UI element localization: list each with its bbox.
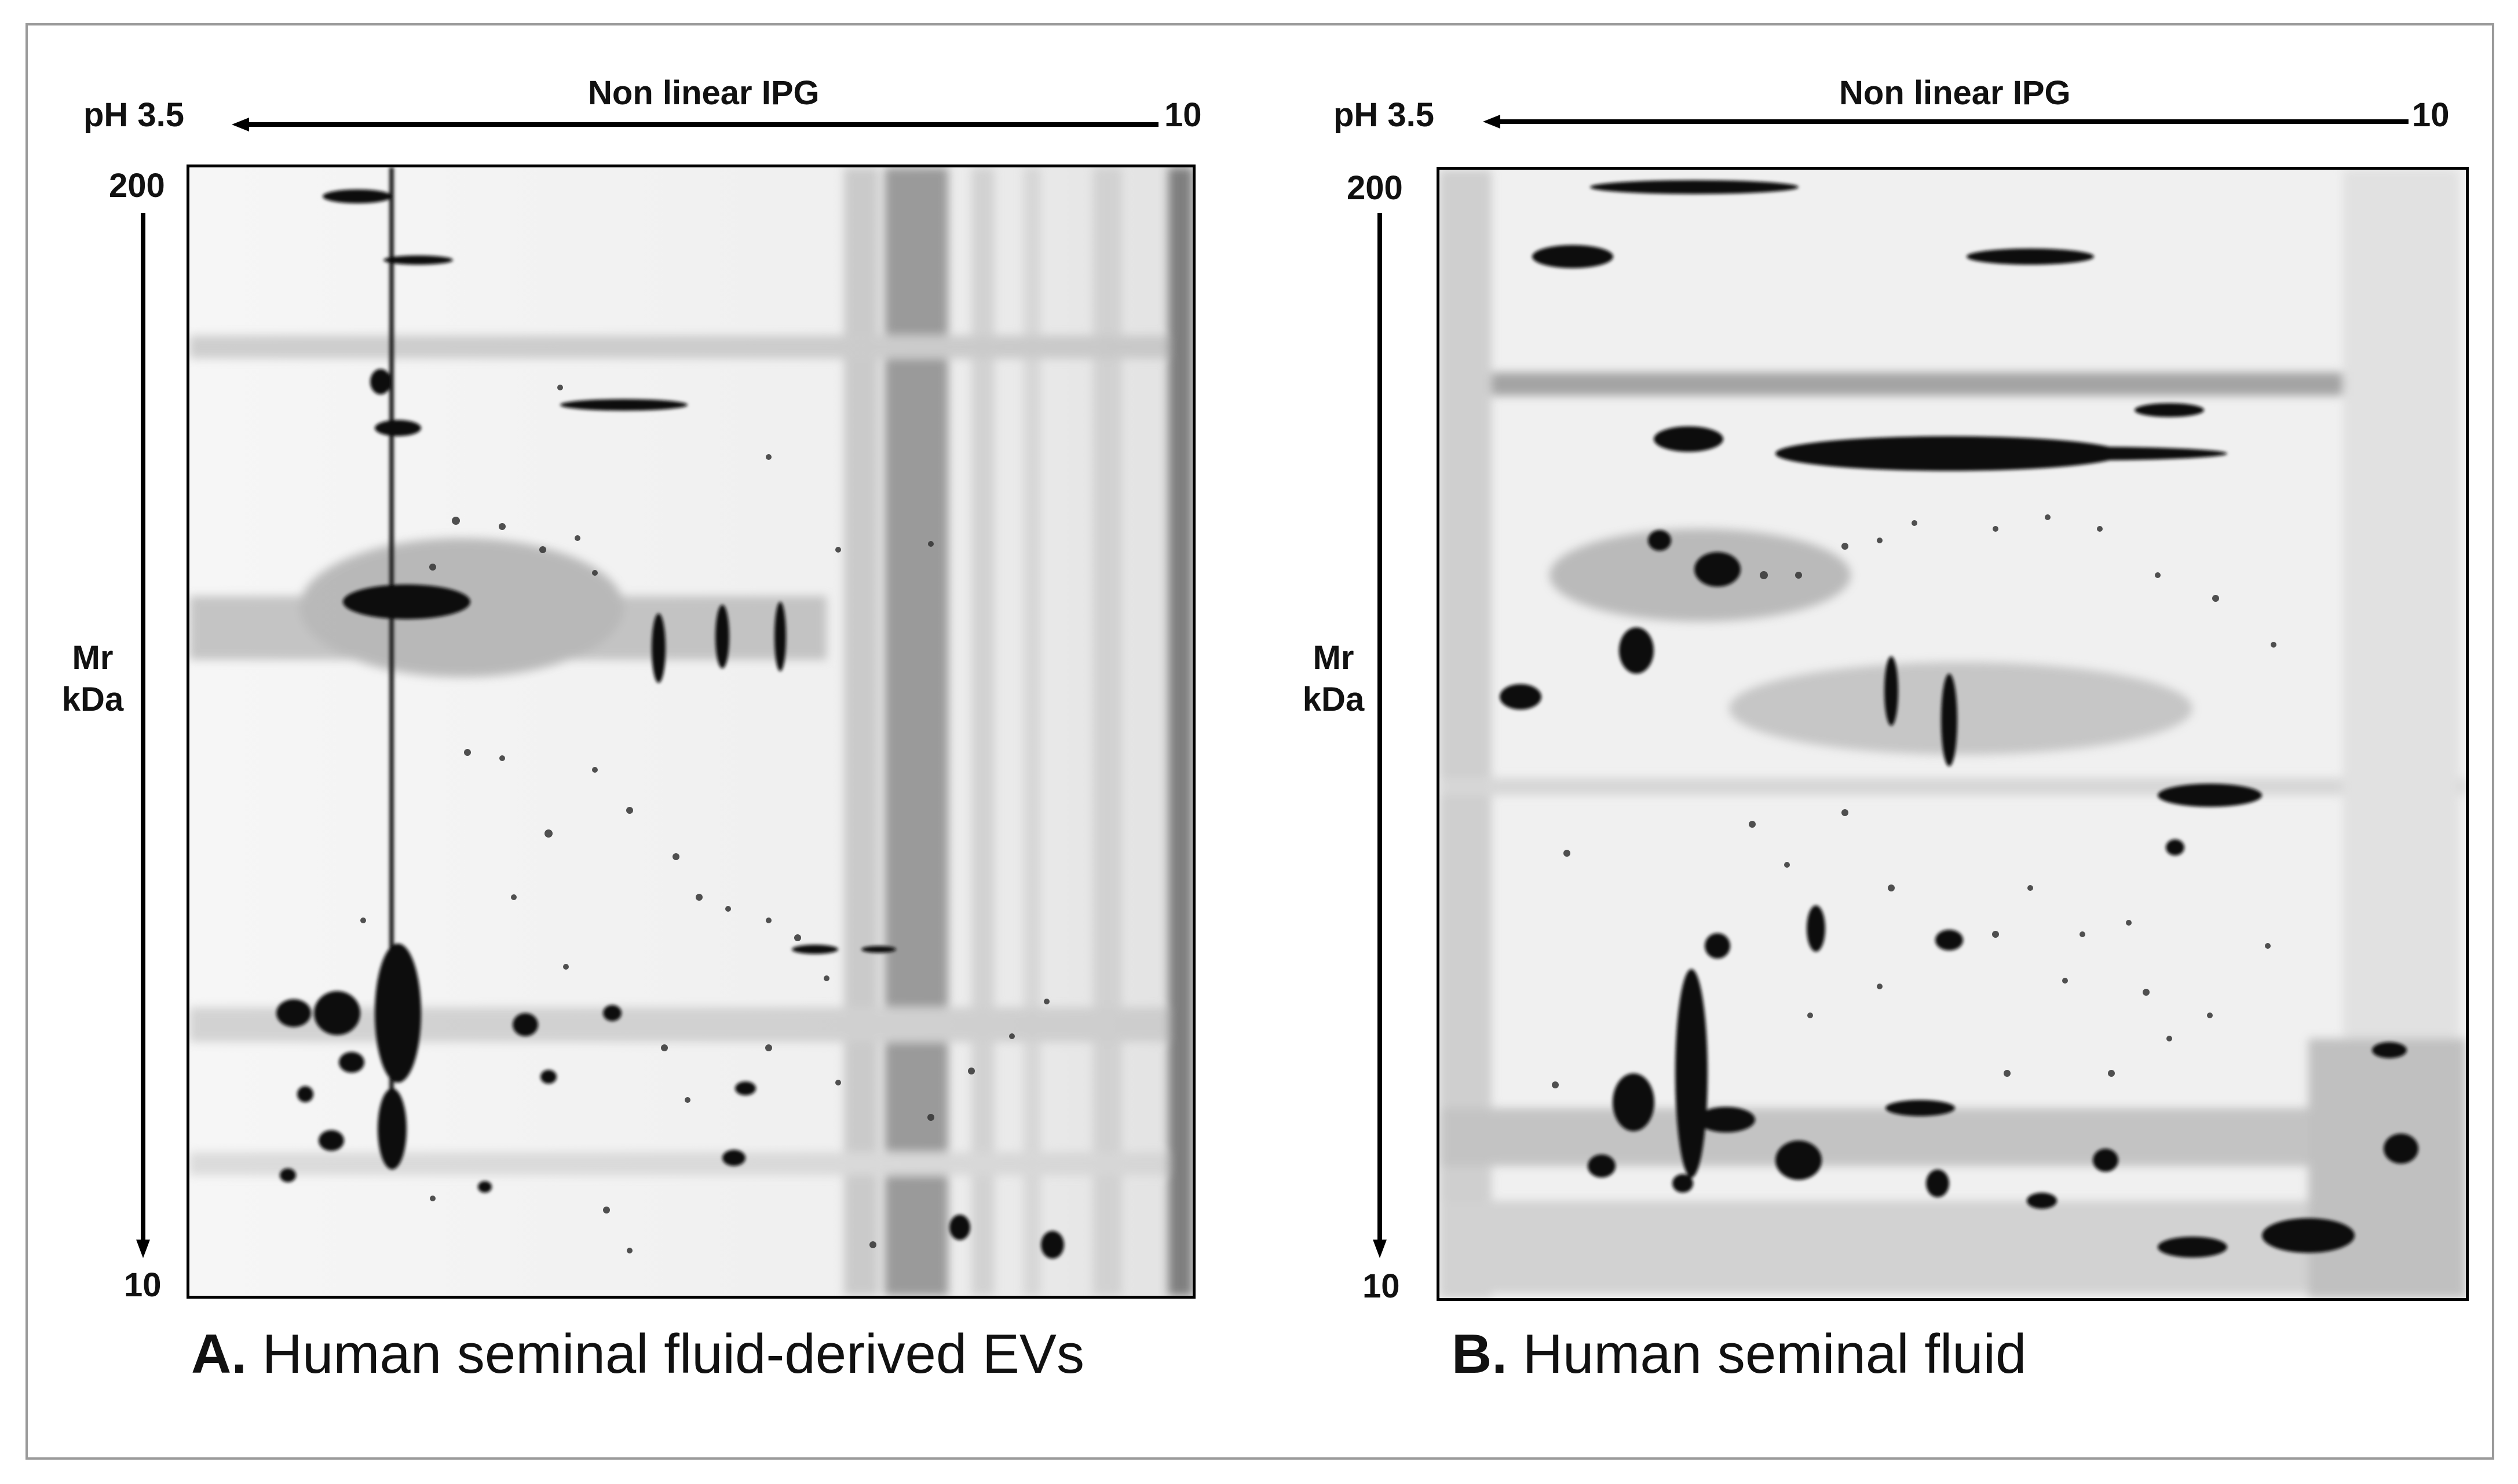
gel-image-b (1437, 167, 2469, 1301)
ipg-label-b: Non linear IPG (1839, 74, 2071, 112)
mr-bottom-b: 10 (1362, 1267, 1400, 1305)
ph-end-b: 10 (2412, 96, 2450, 134)
mr-top-a: 200 (109, 167, 165, 204)
axis-arrows-a (136, 118, 1159, 1258)
mr-label-a: Mr (72, 639, 114, 677)
panel-b: Non linear IPG pH 3.5 10 200 10 Mr kDa (1251, 0, 2497, 1484)
ph-start-a: pH 3.5 (83, 96, 185, 134)
ipg-label-a: Non linear IPG (588, 74, 820, 112)
ph-end-a: 10 (1164, 96, 1202, 134)
mr-top-b: 200 (1347, 169, 1403, 207)
kda-label-a: kDa (61, 681, 124, 718)
ph-start-b: pH 3.5 (1333, 96, 1435, 134)
mr-bottom-a: 10 (124, 1266, 162, 1304)
caption-text-a: Human seminal fluid-derived EVs (262, 1323, 1084, 1385)
caption-b: B. Human seminal fluid (1452, 1326, 2026, 1382)
kda-label-b: kDa (1302, 681, 1365, 718)
figure-frame (25, 23, 2494, 1460)
caption-letter-a: A. (191, 1323, 247, 1385)
panel-a: Non linear IPG pH 3.5 10 200 10 Mr kDa (0, 0, 1245, 1484)
axis-arrows-b (1373, 115, 2409, 1258)
mr-label-b: Mr (1313, 639, 1354, 677)
gel-image-a (187, 165, 1196, 1299)
mr-axis-label-a: Mr kDa (58, 637, 127, 721)
caption-letter-b: B. (1452, 1323, 1507, 1385)
mr-axis-label-b: Mr kDa (1299, 637, 1368, 721)
caption-a: A. Human seminal fluid-derived EVs (191, 1326, 1084, 1382)
caption-text-b: Human seminal fluid (1522, 1323, 2027, 1385)
